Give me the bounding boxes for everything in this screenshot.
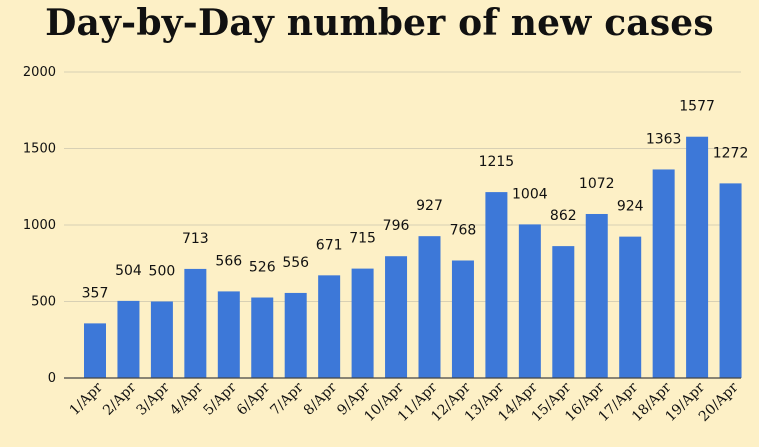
data-label: 715 [349,231,376,247]
data-label: 796 [383,218,410,234]
data-label: 1215 [479,154,515,170]
bar [719,183,742,378]
data-label: 500 [149,264,176,280]
data-label: 357 [82,285,109,301]
bar [418,236,441,378]
x-tick-label: 7/Apr [267,379,306,418]
y-tick-label: 1500 [23,142,56,157]
bar [585,213,608,378]
data-label: 1004 [512,186,548,202]
x-tick-label: 5/Apr [200,379,239,418]
x-tick-label: 8/Apr [301,379,340,418]
x-tick-label: 4/Apr [167,379,206,418]
x-axis-ticks: 1/Apr2/Apr3/Apr4/Apr5/Apr6/Apr7/Apr8/Apr… [67,379,742,425]
data-label: 713 [182,231,209,247]
data-label: 768 [450,222,477,238]
bar [117,300,140,378]
bar [686,136,709,378]
data-label: 1577 [679,99,715,115]
data-label: 1072 [579,176,615,192]
bar [485,192,508,378]
x-tick-label: 6/Apr [234,379,273,418]
bar [217,291,240,378]
data-label: 566 [215,253,242,269]
bar [150,301,173,378]
data-label: 927 [416,198,443,214]
bar [318,275,341,378]
bar [652,169,675,378]
bars [84,136,742,378]
x-tick-label: 1/Apr [67,379,106,418]
bar [385,256,408,378]
data-label: 1363 [646,131,682,147]
y-tick-label: 0 [48,371,56,386]
bar [251,297,274,378]
x-tick-label: 2/Apr [100,379,139,418]
bar [552,246,575,378]
bar [84,323,106,378]
bar [619,236,642,378]
bar [518,224,541,378]
data-label: 671 [316,237,343,253]
data-label: 556 [282,255,309,271]
data-labels: 357 504 500 713 566 526 556 671 715 796 927 768 1215… [82,99,749,302]
chart-title: Day-by-Day number of new cases [45,2,714,44]
x-tick-label: 3/Apr [134,379,173,418]
y-tick-label: 500 [31,295,56,310]
bar [351,268,374,378]
bar [451,260,474,378]
data-label: 526 [249,260,276,276]
data-label: 1272 [713,145,749,161]
y-tick-label: 2000 [23,65,56,80]
data-label: 504 [115,263,142,279]
bar [184,268,207,378]
data-label: 862 [550,208,577,224]
y-axis-ticks: 0 500 1000 1500 2000 [23,65,56,386]
y-tick-label: 1000 [23,218,56,233]
bar [284,292,307,378]
data-label: 924 [617,199,644,215]
